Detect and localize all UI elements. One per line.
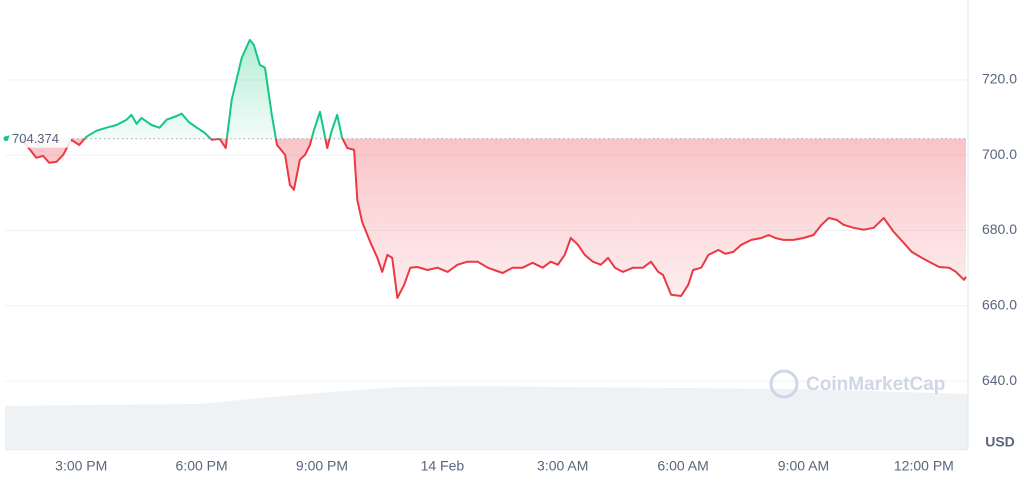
x-tick-label: 14 Feb — [421, 458, 465, 474]
y-tick-label: 660.0 — [982, 296, 1017, 312]
x-tick-label: 3:00 AM — [537, 458, 588, 474]
watermark: CoinMarketCap — [769, 369, 945, 399]
watermark-text: CoinMarketCap — [806, 374, 945, 395]
y-tick-label: 640.0 — [982, 372, 1017, 388]
x-tick-label: 12:00 PM — [894, 458, 954, 474]
area-up — [6, 39, 966, 139]
y-tick-label: 700.0 — [982, 146, 1017, 162]
volume-area — [5, 386, 968, 449]
x-tick-label: 9:00 PM — [296, 458, 348, 474]
x-tick-label: 9:00 AM — [778, 458, 829, 474]
price-line-down — [6, 138, 967, 299]
x-tick-label: 6:00 AM — [657, 458, 708, 474]
y-tick-label: 720.0 — [982, 71, 1017, 87]
y-axis-label: USD — [985, 434, 1015, 450]
x-tick-label: 6:00 PM — [176, 458, 228, 474]
baseline-label-bg — [9, 129, 71, 148]
baseline-label: 704.374 — [12, 131, 59, 146]
area-down — [21, 138, 966, 298]
price-line-up — [5, 38, 344, 139]
baseline-marker — [3, 136, 9, 142]
y-tick-label: 680.0 — [982, 221, 1017, 237]
x-tick-label: 3:00 PM — [55, 458, 107, 474]
